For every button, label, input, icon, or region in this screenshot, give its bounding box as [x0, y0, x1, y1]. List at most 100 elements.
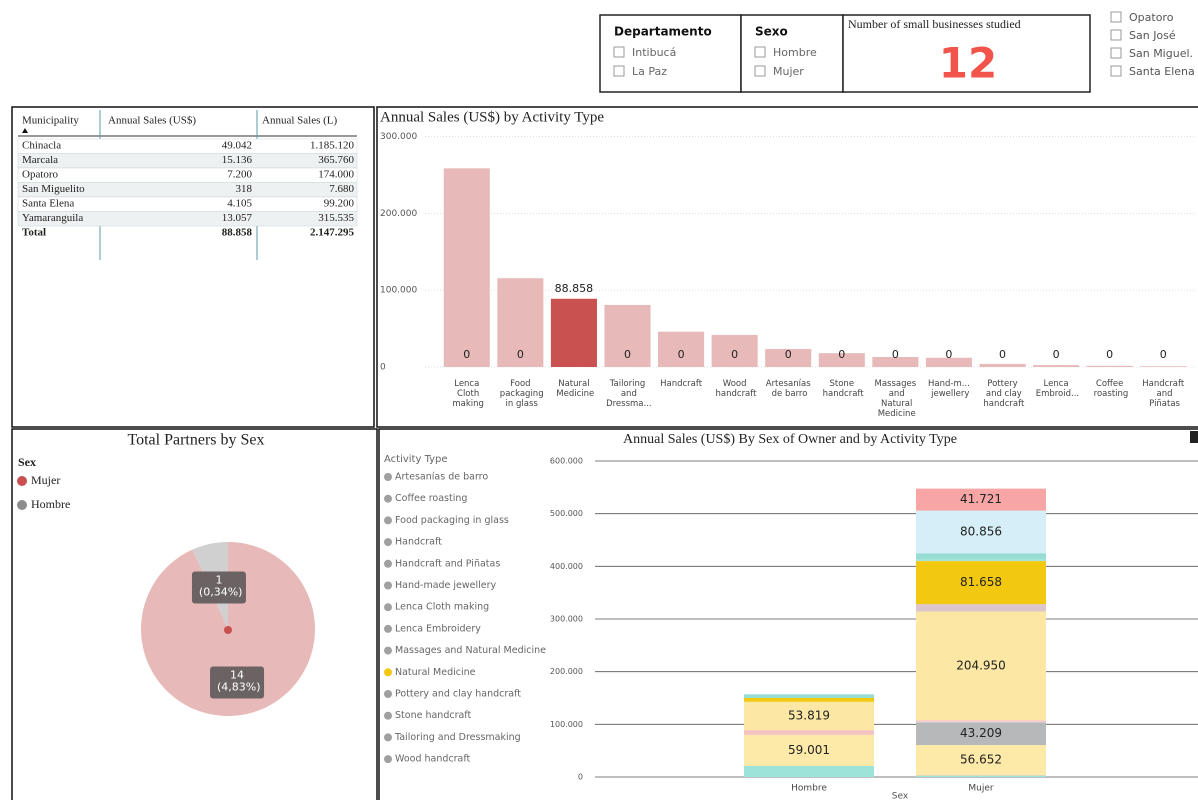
bar-segment[interactable]: [916, 610, 1046, 613]
legend-marker[interactable]: [384, 516, 392, 525]
bar-segment[interactable]: [916, 720, 1046, 722]
legend-label[interactable]: Hombre: [31, 497, 70, 511]
data-label: 0: [624, 348, 631, 361]
legend-label[interactable]: Mujer: [31, 473, 60, 487]
bar[interactable]: [979, 363, 1026, 367]
bar-segment[interactable]: [916, 561, 1046, 605]
slicer-option[interactable]: Intibucá: [632, 46, 676, 59]
x-tick-label: Hand-m... jewellery: [928, 379, 970, 399]
bar-segment[interactable]: [744, 697, 874, 702]
card-box: [842, 14, 1091, 93]
bar-segment[interactable]: [916, 488, 1046, 511]
bar-segment[interactable]: [744, 694, 874, 698]
legend-label[interactable]: Pottery and clay handcraft: [395, 689, 521, 700]
data-label: 204.950: [956, 659, 1006, 673]
legend-label[interactable]: Wood handcraft: [395, 754, 471, 765]
checkbox[interactable]: [1110, 65, 1122, 77]
legend-marker[interactable]: [384, 624, 392, 633]
legend-marker[interactable]: [17, 476, 27, 486]
data-label: 0: [945, 348, 952, 361]
focus-icon[interactable]: [1190, 431, 1198, 443]
slicer-option[interactable]: Opatoro: [1129, 11, 1174, 24]
legend-label[interactable]: Handcraft: [395, 537, 442, 548]
bar-segment[interactable]: [744, 730, 874, 735]
legend-marker[interactable]: [384, 581, 392, 590]
legend-marker[interactable]: [384, 690, 392, 698]
bar-segment[interactable]: [916, 553, 1046, 559]
data-label: 81.658: [960, 575, 1002, 589]
legend-label[interactable]: Lenca Cloth making: [395, 602, 489, 613]
bar-segment[interactable]: [916, 722, 1046, 746]
bar[interactable]: [1033, 365, 1080, 367]
bar[interactable]: [1140, 366, 1187, 367]
x-tick-label: Handcraft and Piñatas: [1142, 379, 1185, 409]
slicer-option[interactable]: Hombre: [773, 46, 817, 59]
checkbox[interactable]: [1110, 11, 1122, 23]
checkbox[interactable]: [613, 65, 625, 77]
legend-marker[interactable]: [384, 494, 392, 503]
bar[interactable]: [550, 298, 597, 367]
bar-segment[interactable]: [916, 604, 1046, 611]
data-label: 0: [785, 348, 792, 361]
legend-marker[interactable]: [384, 668, 392, 677]
data-label: 0: [999, 348, 1006, 361]
data-label: 0: [1160, 348, 1167, 361]
legend-label[interactable]: Natural Medicine: [395, 667, 476, 678]
legend-label[interactable]: Handcraft and Piñatas: [395, 558, 500, 569]
checkbox[interactable]: [1110, 29, 1122, 41]
slicer-option[interactable]: Mujer: [773, 65, 804, 78]
legend-label[interactable]: Lenca Embroidery: [395, 623, 481, 634]
legend-marker[interactable]: [384, 755, 392, 764]
bar-segment[interactable]: [916, 721, 1046, 723]
legend-marker[interactable]: [384, 733, 392, 742]
bar[interactable]: [818, 353, 865, 367]
bar-segment[interactable]: [916, 558, 1046, 562]
table-row: [17, 138, 358, 154]
bar-segment[interactable]: [916, 745, 1046, 775]
checkbox[interactable]: [1110, 47, 1122, 59]
slicer-option[interactable]: La Paz: [632, 65, 667, 78]
bar-segment[interactable]: [916, 774, 1046, 776]
legend-label[interactable]: Food packaging in glass: [395, 515, 509, 526]
legend-label[interactable]: Stone handcraft: [395, 710, 471, 721]
legend-label[interactable]: Massages and Natural Medicine: [395, 645, 546, 656]
bar[interactable]: [1086, 365, 1133, 367]
bar[interactable]: [443, 168, 490, 367]
legend-title: Sex: [18, 455, 36, 469]
legend-marker[interactable]: [384, 473, 392, 481]
bar-segment[interactable]: [916, 510, 1046, 554]
legend-label[interactable]: Artesanías de barro: [395, 472, 488, 483]
table-cell: Santa Elena: [22, 198, 74, 210]
bar[interactable]: [925, 357, 972, 367]
legend-marker[interactable]: [384, 538, 392, 547]
checkbox[interactable]: [613, 46, 625, 58]
legend-marker[interactable]: [384, 559, 392, 568]
legend-marker[interactable]: [17, 500, 27, 510]
bar-segment[interactable]: [744, 765, 874, 777]
bar-segment[interactable]: [744, 734, 874, 766]
legend-marker[interactable]: [384, 646, 392, 655]
legend-label[interactable]: Coffee roasting: [395, 493, 467, 504]
checkbox[interactable]: [754, 65, 766, 77]
slicer-option[interactable]: Santa Elena: [1129, 65, 1195, 78]
checkbox[interactable]: [754, 46, 766, 58]
bar[interactable]: [872, 357, 919, 367]
data-label: 0: [892, 348, 899, 361]
bar[interactable]: [497, 278, 544, 367]
bar[interactable]: [711, 334, 758, 367]
legend-marker[interactable]: [384, 711, 392, 720]
legend-label[interactable]: Hand-made jewellery: [395, 580, 497, 591]
bar-segment[interactable]: [916, 612, 1046, 721]
bar[interactable]: [658, 331, 705, 367]
bar[interactable]: [604, 304, 651, 367]
slicer-option[interactable]: San José: [1129, 29, 1176, 42]
legend-label[interactable]: Tailoring and Dressmaking: [394, 732, 521, 743]
slicer-option[interactable]: San Miguel.: [1129, 47, 1193, 60]
chart-title: Total Partners by Sex: [127, 432, 264, 449]
bar-segment[interactable]: [916, 775, 1046, 777]
legend-marker[interactable]: [384, 603, 392, 612]
bar-segment[interactable]: [744, 701, 874, 731]
bar[interactable]: [765, 348, 812, 367]
x-tick-label: Wood handcraft: [713, 379, 757, 399]
